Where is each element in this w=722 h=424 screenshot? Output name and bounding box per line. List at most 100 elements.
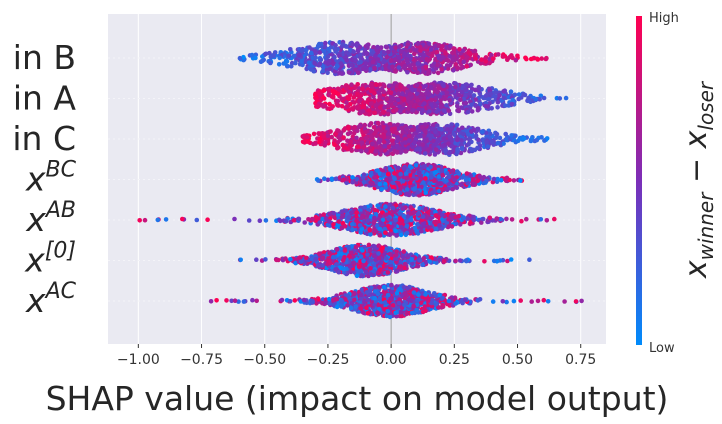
- shap-point: [382, 105, 387, 110]
- shap-point: [389, 138, 395, 143]
- shap-point: [463, 87, 469, 93]
- shap-point: [432, 152, 438, 157]
- shap-point: [397, 145, 403, 151]
- shap-point: [404, 230, 410, 236]
- shap-point: [552, 216, 557, 222]
- shap-point: [342, 223, 348, 229]
- shap-point: [397, 216, 403, 221]
- shap-point: [455, 65, 460, 70]
- shap-point: [510, 97, 516, 103]
- beeswarm-points: [137, 39, 584, 320]
- shap-point: [241, 54, 246, 60]
- shap-point: [344, 180, 349, 186]
- shap-point: [440, 172, 446, 178]
- shap-point: [433, 147, 439, 152]
- shap-point: [327, 101, 332, 107]
- shap-point: [357, 223, 363, 228]
- shap-point: [430, 126, 436, 132]
- shap-point: [320, 68, 326, 74]
- shap-point: [528, 56, 534, 62]
- shap-point: [503, 131, 509, 137]
- shap-point: [406, 106, 411, 112]
- shap-point: [539, 56, 544, 61]
- shap-point: [359, 215, 365, 221]
- shap-point: [398, 108, 403, 114]
- shap-point: [313, 141, 318, 146]
- shap-point: [373, 211, 379, 217]
- shap-point: [371, 125, 377, 130]
- shap-point: [404, 57, 410, 62]
- shap-point: [415, 212, 421, 217]
- shap-point: [469, 148, 475, 153]
- shap-point: [379, 187, 384, 192]
- shap-point: [404, 187, 410, 192]
- shap-point: [437, 94, 443, 99]
- shap-point: [451, 131, 457, 136]
- shap-point: [442, 96, 448, 102]
- shap-point: [340, 42, 346, 47]
- shap-point: [286, 53, 292, 59]
- shap-point: [419, 228, 424, 234]
- shap-point: [428, 47, 434, 52]
- shap-point: [367, 228, 373, 233]
- shap-point: [359, 148, 364, 154]
- shap-point: [401, 102, 407, 108]
- shap-point: [453, 184, 459, 190]
- shap-point: [475, 178, 481, 183]
- shap-point: [518, 178, 523, 183]
- shap-point: [412, 47, 418, 53]
- shap-point: [397, 44, 402, 49]
- shap-point: [315, 103, 321, 109]
- shap-point: [538, 217, 544, 222]
- shap-point: [372, 207, 378, 213]
- shap-point: [405, 214, 410, 219]
- shap-point: [440, 143, 446, 148]
- shap-point: [428, 164, 433, 170]
- shap-point: [283, 219, 289, 224]
- shap-point: [278, 218, 283, 224]
- shap-point: [487, 131, 493, 137]
- shap-point: [393, 203, 399, 208]
- shap-point: [464, 171, 470, 176]
- shap-point: [446, 108, 452, 113]
- shap-point: [343, 208, 349, 214]
- shap-point: [396, 229, 402, 234]
- shap-point: [513, 57, 519, 63]
- shap-point: [408, 222, 414, 227]
- shap-point: [428, 85, 434, 91]
- shap-point: [356, 124, 362, 129]
- shap-point: [421, 180, 426, 185]
- shap-point: [388, 90, 394, 96]
- shap-point: [474, 128, 480, 133]
- shap-point: [340, 213, 346, 219]
- shap-point: [378, 148, 384, 153]
- shap-point: [412, 66, 418, 71]
- shap-point: [467, 136, 473, 141]
- shap-point: [447, 134, 453, 139]
- shap-point: [420, 221, 426, 227]
- shap-point: [470, 177, 476, 182]
- shap-point: [423, 190, 429, 195]
- shap-point: [400, 206, 406, 211]
- shap-point: [421, 52, 427, 57]
- shap-point: [416, 107, 422, 112]
- shap-point: [407, 92, 413, 97]
- shap-point: [405, 69, 410, 75]
- shap-point: [345, 131, 351, 137]
- shap-point: [364, 148, 369, 153]
- shap-point: [246, 218, 252, 223]
- shap-point: [493, 135, 499, 140]
- shap-point: [383, 230, 388, 235]
- shap-point: [533, 96, 539, 102]
- shap-point: [392, 171, 397, 176]
- shap-point: [400, 91, 405, 96]
- shap-point: [335, 98, 341, 104]
- shap-point: [350, 57, 355, 63]
- shap-point: [436, 43, 442, 48]
- shap-point: [543, 56, 549, 62]
- shap-point: [457, 47, 462, 52]
- shap-point: [505, 258, 510, 264]
- shap-point: [494, 216, 500, 221]
- shap-point: [317, 50, 323, 55]
- shap-point: [351, 49, 357, 54]
